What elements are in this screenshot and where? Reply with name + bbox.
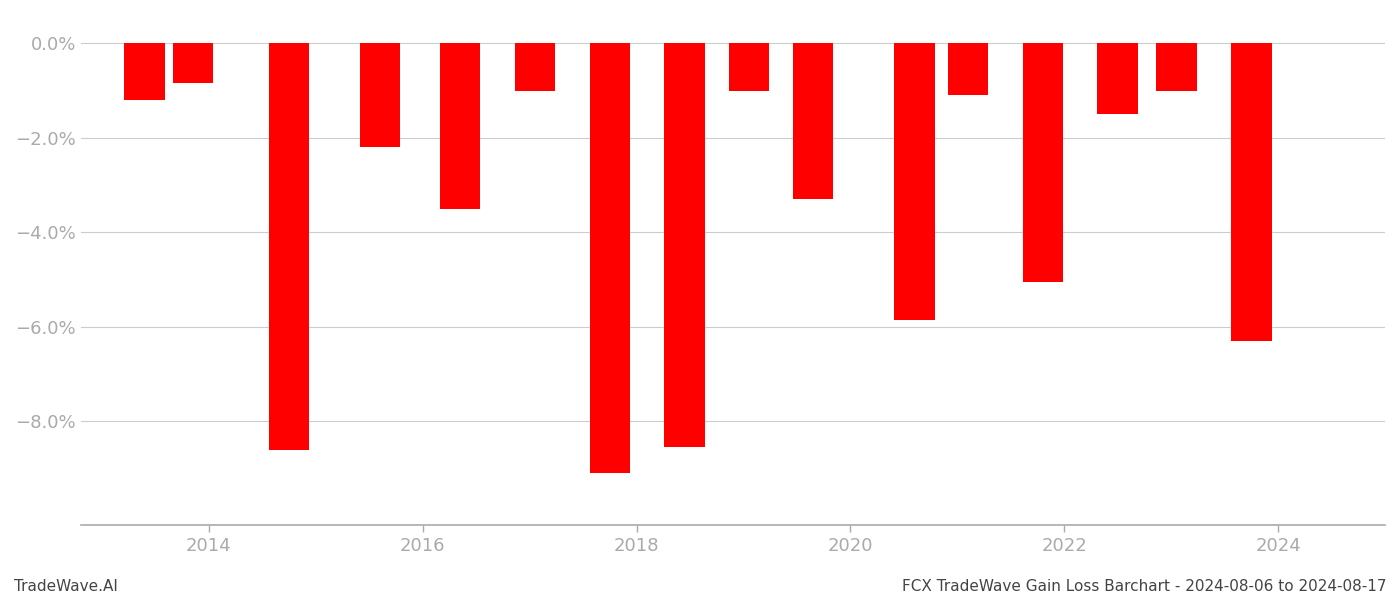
Text: FCX TradeWave Gain Loss Barchart - 2024-08-06 to 2024-08-17: FCX TradeWave Gain Loss Barchart - 2024-… (902, 579, 1386, 594)
Bar (948, 43, 988, 95)
Bar (1231, 43, 1271, 341)
Text: TradeWave.AI: TradeWave.AI (14, 579, 118, 594)
Bar (665, 43, 706, 447)
Bar (895, 43, 935, 320)
Bar (1098, 43, 1138, 114)
Bar (172, 43, 213, 83)
Bar (269, 43, 309, 449)
Bar (1156, 43, 1197, 91)
Bar (589, 43, 630, 473)
Bar (440, 43, 480, 209)
Bar (515, 43, 556, 91)
Bar (360, 43, 400, 147)
Bar (1022, 43, 1063, 282)
Bar (125, 43, 165, 100)
Bar (792, 43, 833, 199)
Bar (728, 43, 769, 91)
